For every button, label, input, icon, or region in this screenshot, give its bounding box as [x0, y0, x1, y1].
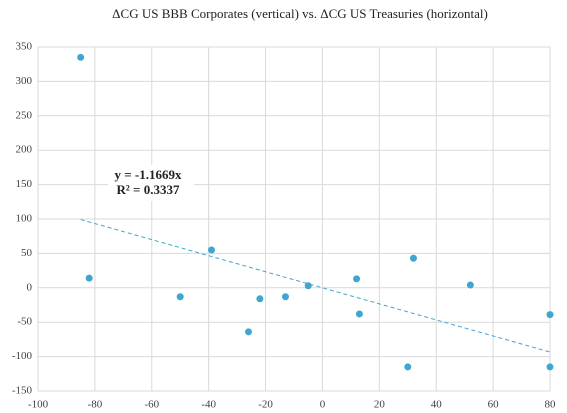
point — [256, 295, 264, 303]
point — [409, 254, 417, 262]
r-squared: R² = 0.3337 — [117, 182, 180, 197]
x-tick-label: -80 — [88, 399, 103, 411]
y-tick-label: -50 — [17, 316, 32, 328]
trendline — [80, 219, 551, 353]
y-tick-label: -100 — [12, 350, 33, 362]
point — [546, 363, 554, 371]
point — [304, 282, 312, 290]
y-tick-label: 50 — [21, 247, 33, 259]
y-tick-label: 350 — [16, 41, 33, 53]
x-tick-label: -20 — [258, 399, 273, 411]
y-tick-label: 150 — [16, 178, 33, 190]
annotation-box — [108, 165, 194, 201]
x-tick-label: -40 — [201, 399, 216, 411]
x-tick-label: 0 — [320, 399, 326, 411]
y-tick-label: 100 — [16, 213, 33, 225]
point — [77, 53, 85, 61]
point — [176, 293, 184, 301]
x-tick-label: -100 — [28, 399, 49, 411]
y-tick-label: 200 — [16, 144, 33, 156]
x-tick-label: 80 — [545, 399, 557, 411]
chart-title: ΔCG US BBB Corporates (vertical) vs. ΔCG… — [112, 6, 488, 21]
point — [546, 311, 554, 319]
point — [208, 246, 216, 254]
x-tick-label: 40 — [431, 399, 443, 411]
y-tick-label: 300 — [16, 75, 33, 87]
trendline-equation: y = -1.1669x — [115, 167, 182, 182]
point — [281, 293, 289, 301]
x-tick-label: 20 — [374, 399, 386, 411]
point — [355, 310, 363, 318]
point — [404, 363, 412, 371]
point — [85, 274, 93, 282]
point — [353, 275, 361, 283]
x-tick-label: 60 — [488, 399, 500, 411]
y-tick-label: -150 — [12, 385, 33, 397]
x-tick-label: -60 — [144, 399, 159, 411]
y-tick-label: 0 — [27, 281, 33, 293]
y-tick-label: 250 — [16, 109, 33, 121]
point — [466, 281, 474, 289]
point — [244, 328, 252, 336]
